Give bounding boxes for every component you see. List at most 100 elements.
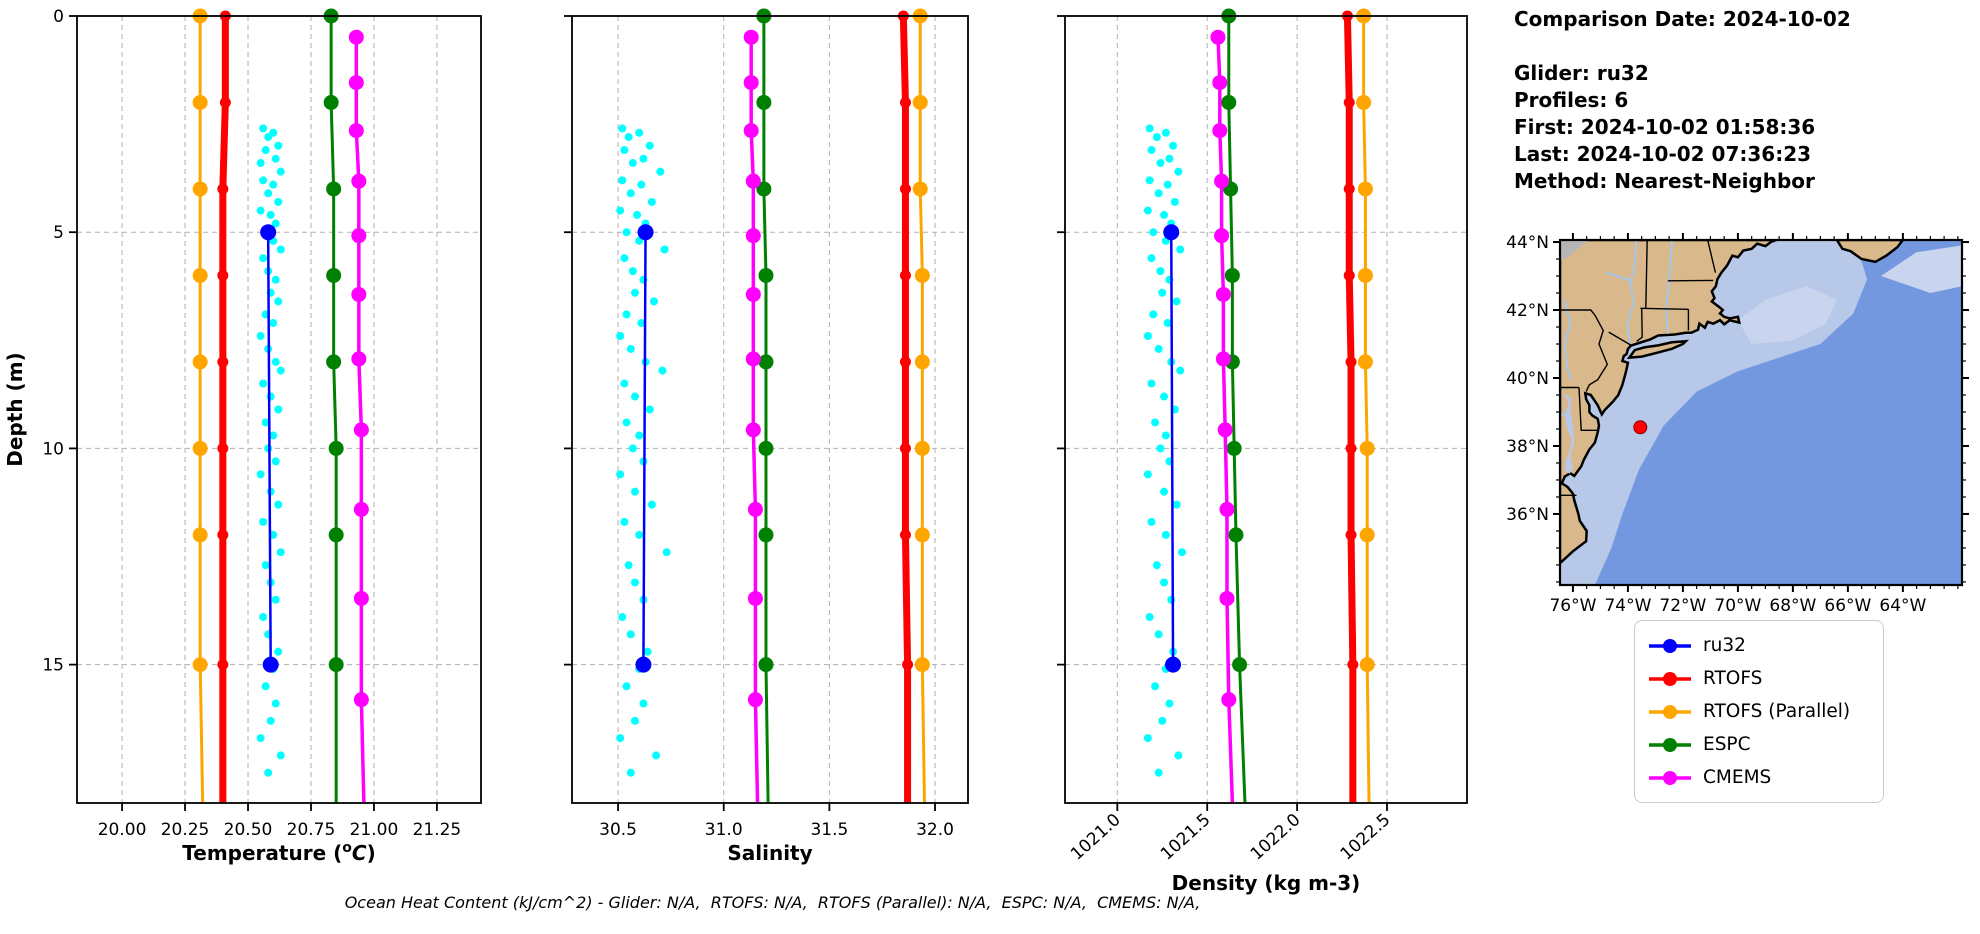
- cmems-marker: [743, 29, 759, 45]
- cmems-marker: [1221, 692, 1237, 708]
- rtofs_parallel-marker: [1359, 657, 1375, 673]
- legend-item-rtofs: RTOFS: [1647, 662, 1871, 695]
- map-lat-label: 44°N: [1506, 233, 1549, 253]
- rtofs-marker: [217, 356, 229, 368]
- espc-marker: [328, 440, 344, 456]
- glider-raw-point: [1154, 768, 1163, 777]
- info-line-0: Comparison Date: 2024-10-02: [1514, 7, 1851, 31]
- glider-raw-point: [256, 331, 265, 340]
- cmems-marker: [351, 351, 367, 367]
- legend-label-cmems: CMEMS: [1703, 767, 1772, 788]
- glider-raw-point: [274, 197, 283, 206]
- rtofs-marker: [899, 269, 911, 281]
- glider-raw-point: [271, 219, 280, 228]
- cmems-marker: [743, 123, 759, 139]
- glider-raw-point: [635, 530, 644, 539]
- rtofs-marker: [1343, 183, 1355, 195]
- info-line-5: Last: 2024-10-02 07:36:23: [1514, 142, 1812, 166]
- location-map: 76°W 74°W 72°W 70°W 68°W 66°W 64°W 44°N 42°N 40°N…: [1506, 233, 1969, 616]
- ru32-marker: [262, 656, 279, 673]
- cmems-marker: [351, 173, 367, 189]
- outside-region: [1560, 240, 1590, 261]
- y-tick-label: 10: [42, 439, 64, 459]
- legend: ru32 RTOFS RTOFS (Parallel) ESPC CMEMS: [1634, 620, 1884, 803]
- glider-raw-point: [639, 699, 648, 708]
- glider-raw-point: [1165, 699, 1174, 708]
- ru32-marker: [1163, 224, 1180, 241]
- espc-marker: [323, 94, 339, 110]
- legend-item-ru32: ru32: [1647, 629, 1871, 662]
- ru32-series-temperature: [260, 224, 279, 673]
- glider-raw-point: [616, 470, 625, 479]
- rtofs-marker: [217, 659, 229, 671]
- glider-raw-point: [1158, 716, 1167, 725]
- rtofs-marker: [217, 183, 229, 195]
- legend-label-rtofs: RTOFS: [1703, 668, 1763, 689]
- info-line-3: Profiles: 6: [1514, 88, 1629, 112]
- rtofs-marker: [899, 442, 911, 454]
- glider-raw-point: [1160, 578, 1169, 587]
- cmems-marker: [745, 351, 761, 367]
- info-line-2: Glider: ru32: [1514, 61, 1649, 85]
- salinity-subplot: 30.5 31.0 31.5 32.0 Salinity: [564, 8, 969, 865]
- glider-raw-point: [626, 189, 635, 198]
- espc-line: [329, 16, 338, 803]
- salinity-axis-label: Salinity: [727, 841, 812, 865]
- x-tick-label: 20.75: [287, 820, 336, 840]
- espc-marker: [758, 657, 774, 673]
- glider-raw-point: [618, 613, 627, 622]
- espc-marker: [326, 267, 342, 283]
- x-tick-label: 1021.0: [1067, 810, 1125, 865]
- rtofs_parallel-marker: [192, 657, 208, 673]
- glider-raw-point: [269, 319, 278, 328]
- legend-label-ru32: ru32: [1703, 635, 1746, 656]
- espc-marker: [328, 527, 344, 543]
- glider-raw-point: [274, 141, 283, 150]
- x-tick-label: 20.25: [161, 820, 210, 840]
- glider-raw-point: [647, 197, 656, 206]
- rtofs-marker: [899, 96, 911, 108]
- rtofs-marker: [1343, 96, 1355, 108]
- state-border: [1707, 240, 1717, 273]
- glider-raw-point: [1160, 210, 1169, 219]
- rtofs_parallel-marker: [1357, 181, 1373, 197]
- legend-marker-rtofs: [1649, 671, 1691, 686]
- x-tick-label: 21.00: [350, 820, 399, 840]
- glider-raw-point: [635, 128, 644, 137]
- glider-raw-point: [1149, 228, 1158, 237]
- espc-marker: [758, 527, 774, 543]
- cmems-marker: [353, 692, 369, 708]
- glider-raw-point: [1152, 561, 1161, 570]
- glider-raw-point: [626, 630, 635, 639]
- rtofs-marker: [219, 96, 231, 108]
- rtofs_parallel-series-temperature: [192, 8, 208, 804]
- glider-raw-point: [1174, 167, 1183, 176]
- rtofs-series-density: [1341, 10, 1359, 803]
- rtofs_parallel-marker: [192, 440, 208, 456]
- state-border: [1578, 387, 1599, 431]
- cmems-marker: [1215, 286, 1231, 302]
- espc-marker: [1228, 527, 1244, 543]
- plot-frame: [76, 15, 482, 804]
- rtofs-line: [219, 16, 229, 803]
- glider-raw-point: [1176, 366, 1185, 375]
- glider-raw-point: [261, 561, 270, 570]
- glider-raw-point: [1161, 530, 1170, 539]
- cmems-marker: [351, 286, 367, 302]
- glider-raw-point: [259, 517, 268, 526]
- rtofs-marker: [899, 183, 911, 195]
- glider-raw-point: [626, 768, 635, 777]
- glider-raw-point: [271, 699, 280, 708]
- glider-raw-point: [1143, 470, 1152, 479]
- rtofs_parallel-marker: [914, 657, 930, 673]
- glider-raw-point: [256, 159, 265, 168]
- map-inner: [1560, 240, 1962, 585]
- glider-raw-point: [1143, 206, 1152, 215]
- map-lat-label: 36°N: [1506, 505, 1549, 525]
- espc-series-salinity: [756, 8, 774, 804]
- cmems-marker: [1214, 173, 1230, 189]
- ru32-series-salinity: [635, 224, 654, 673]
- rtofs_parallel-marker: [192, 181, 208, 197]
- scotian-shelf-patch: [1880, 245, 1962, 293]
